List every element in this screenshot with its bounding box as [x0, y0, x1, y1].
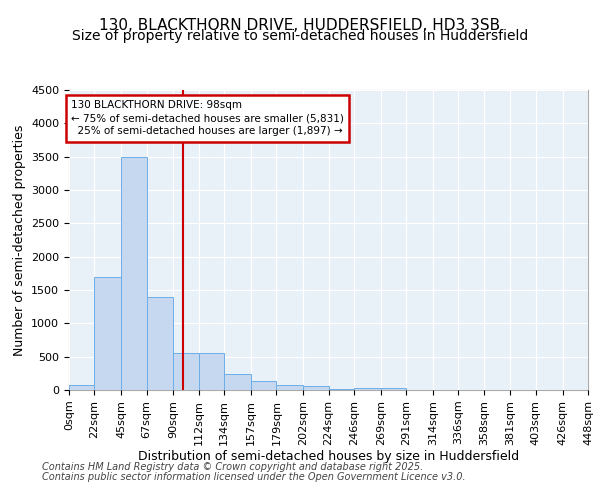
Bar — [303, 386, 329, 390]
Bar — [380, 388, 406, 390]
Bar — [354, 388, 380, 390]
Bar — [277, 384, 303, 390]
Text: Contains HM Land Registry data © Crown copyright and database right 2025.: Contains HM Land Registry data © Crown c… — [42, 462, 423, 472]
Bar — [251, 380, 277, 390]
Bar — [94, 276, 121, 390]
Bar — [329, 388, 354, 390]
Bar — [146, 296, 173, 390]
Text: 130, BLACKTHORN DRIVE, HUDDERSFIELD, HD3 3SB: 130, BLACKTHORN DRIVE, HUDDERSFIELD, HD3… — [100, 18, 500, 32]
Text: Contains public sector information licensed under the Open Government Licence v3: Contains public sector information licen… — [42, 472, 466, 482]
Bar — [199, 354, 224, 390]
Bar — [121, 156, 146, 390]
Text: Size of property relative to semi-detached houses in Huddersfield: Size of property relative to semi-detach… — [72, 29, 528, 43]
Bar — [69, 384, 94, 390]
Bar — [173, 354, 199, 390]
Bar — [224, 374, 251, 390]
Y-axis label: Number of semi-detached properties: Number of semi-detached properties — [13, 124, 26, 356]
X-axis label: Distribution of semi-detached houses by size in Huddersfield: Distribution of semi-detached houses by … — [138, 450, 519, 464]
Text: 130 BLACKTHORN DRIVE: 98sqm
← 75% of semi-detached houses are smaller (5,831)
  : 130 BLACKTHORN DRIVE: 98sqm ← 75% of sem… — [71, 100, 344, 136]
